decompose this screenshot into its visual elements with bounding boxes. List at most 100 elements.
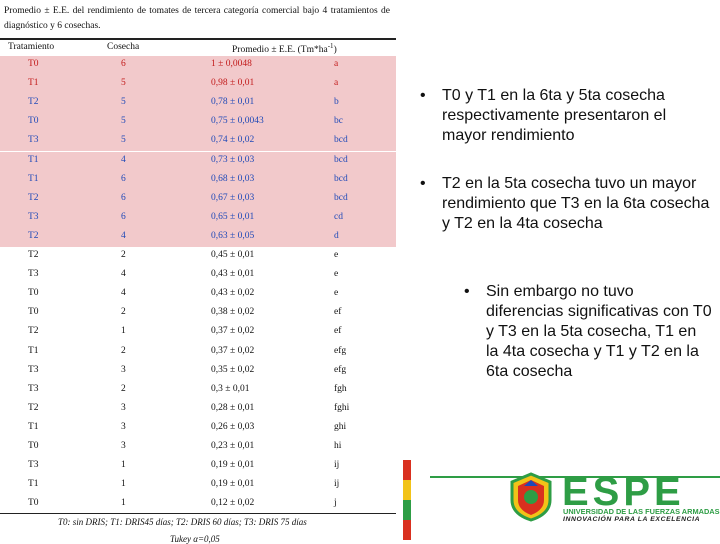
cell-group: efg — [334, 345, 347, 356]
cell-harvest: 6 — [121, 173, 126, 184]
table-row: T0 1 0,12 ± 0,02 j — [0, 495, 396, 514]
table-row: T1 6 0,68 ± 0,03 bcd — [0, 170, 396, 190]
table-row: T1 1 0,19 ± 0,01 ij — [0, 476, 396, 495]
table-row: T2 2 0,45 ± 0,01 e — [0, 247, 396, 266]
cell-treatment: T3 — [28, 364, 39, 375]
header-promedio: Promedio ± E.E. (Tm*ha-1) — [232, 42, 337, 56]
cell-group: e — [334, 288, 339, 299]
cell-harvest: 3 — [121, 402, 126, 413]
cell-group: ghi — [334, 421, 347, 432]
cell-mean: 0,37 ± 0,02 — [211, 326, 255, 337]
cell-mean: 0,78 ± 0,01 — [211, 97, 255, 108]
cell-treatment: T3 — [28, 383, 39, 394]
flag-stripes — [403, 460, 411, 540]
cell-group: cd — [334, 211, 343, 222]
cell-treatment: T2 — [28, 326, 39, 337]
cell-harvest: 5 — [121, 135, 126, 146]
cell-harvest: 4 — [121, 288, 126, 299]
table-row: T2 3 0,28 ± 0,01 fghi — [0, 400, 396, 419]
cell-harvest: 5 — [121, 78, 126, 89]
header-tratamiento: Tratamiento — [8, 42, 55, 52]
cell-mean: 0,19 ± 0,01 — [211, 479, 255, 490]
table-row: T2 6 0,67 ± 0,03 bcd — [0, 189, 396, 209]
cell-harvest: 3 — [121, 441, 126, 451]
cell-harvest: 1 — [121, 326, 126, 337]
header-cosecha: Cosecha — [107, 42, 140, 52]
cell-group: bcd — [334, 135, 348, 146]
cell-group: j — [334, 498, 337, 509]
cell-harvest: 6 — [121, 192, 126, 203]
table-row: T1 4 0,73 ± 0,03 bcd — [0, 151, 396, 171]
table-row: T1 5 0,98 ± 0,01 a — [0, 75, 396, 95]
bullet-dot-icon: • — [464, 283, 470, 300]
cell-treatment: T0 — [28, 307, 39, 318]
cell-treatment: T0 — [28, 116, 39, 127]
cell-harvest: 1 — [121, 498, 126, 509]
cell-mean: 0,12 ± 0,02 — [211, 498, 255, 509]
cell-harvest: 1 — [121, 479, 126, 490]
cell-treatment: T0 — [28, 441, 39, 451]
cell-mean: 0,45 ± 0,01 — [211, 250, 255, 260]
cell-harvest: 6 — [121, 59, 126, 69]
cell-group: fgh — [334, 383, 347, 394]
bullet-text: Sin embargo no tuvo diferencias signific… — [486, 283, 712, 380]
table-row: T3 4 0,43 ± 0,01 e — [0, 266, 396, 285]
cell-mean: 1 ± 0,0048 — [211, 59, 252, 69]
cell-treatment: T3 — [28, 269, 39, 280]
cell-group: b — [334, 97, 339, 108]
cell-group: a — [334, 78, 339, 89]
table-row: T3 3 0,35 ± 0,02 efg — [0, 362, 396, 381]
cell-treatment: T3 — [28, 135, 39, 146]
logo-divider — [430, 476, 720, 478]
university-seal-icon — [510, 472, 552, 522]
cell-group: a — [334, 59, 339, 69]
cell-harvest: 3 — [121, 421, 126, 432]
bullet-item: • T2 en la 5ta cosecha tuvo un mayor ren… — [420, 174, 712, 234]
tukey-footnote: Tukey α=0,05 — [170, 534, 220, 544]
cell-mean: 0,63 ± 0,05 — [211, 230, 255, 241]
cell-group: efg — [334, 364, 347, 375]
cell-harvest: 4 — [121, 230, 126, 241]
table-top-rule — [0, 38, 396, 40]
table-caption: Promedio ± E.E. del rendimiento de tomat… — [4, 6, 390, 31]
cell-mean: 0,19 ± 0,01 — [211, 460, 255, 471]
cell-treatment: T2 — [28, 250, 39, 260]
cell-harvest: 1 — [121, 460, 126, 471]
cell-mean: 0,26 ± 0,03 — [211, 421, 255, 432]
cell-group: d — [334, 230, 339, 241]
table-row: T1 3 0,26 ± 0,03 ghi — [0, 419, 396, 438]
bullet-item: • T0 y T1 en la 6ta y 5ta cosecha respec… — [420, 86, 712, 146]
cell-group: ij — [334, 479, 340, 490]
cell-mean: 0,28 ± 0,01 — [211, 402, 255, 413]
bullet-item: • Sin embargo no tuvo diferencias signif… — [464, 282, 712, 382]
table-row: T0 6 1 ± 0,0048 a — [0, 56, 396, 75]
cell-mean: 0,38 ± 0,02 — [211, 307, 255, 318]
cell-mean: 0,65 ± 0,01 — [211, 211, 255, 222]
cell-group: bcd — [334, 154, 348, 165]
table-row: T3 1 0,19 ± 0,01 ij — [0, 457, 396, 476]
table-row: T3 2 0,3 ± 0,01 fgh — [0, 381, 396, 400]
espe-logo-text: ESPE — [562, 470, 685, 514]
cell-mean: 0,75 ± 0,0043 — [211, 116, 264, 127]
cell-treatment: T2 — [28, 230, 39, 241]
cell-treatment: T1 — [28, 345, 39, 356]
cell-treatment: T1 — [28, 173, 39, 184]
cell-mean: 0,35 ± 0,02 — [211, 364, 255, 375]
cell-group: bcd — [334, 173, 348, 184]
cell-mean: 0,23 ± 0,01 — [211, 441, 255, 451]
table-row: T2 4 0,63 ± 0,05 d — [0, 227, 396, 247]
bullet-dot-icon: • — [420, 175, 426, 192]
cell-treatment: T3 — [28, 211, 39, 222]
bullet-text: T0 y T1 en la 6ta y 5ta cosecha respecti… — [442, 87, 667, 144]
cell-treatment: T1 — [28, 421, 39, 432]
cell-harvest: 2 — [121, 345, 126, 356]
cell-harvest: 6 — [121, 211, 126, 222]
cell-group: bc — [334, 116, 343, 127]
cell-treatment: T1 — [28, 154, 39, 165]
cell-group: ef — [334, 326, 342, 337]
cell-group: fghi — [334, 402, 350, 413]
cell-mean: 0,68 ± 0,03 — [211, 173, 255, 184]
table-row: T3 5 0,74 ± 0,02 bcd — [0, 132, 396, 152]
cell-harvest: 2 — [121, 250, 126, 260]
cell-mean: 0,73 ± 0,03 — [211, 154, 255, 165]
